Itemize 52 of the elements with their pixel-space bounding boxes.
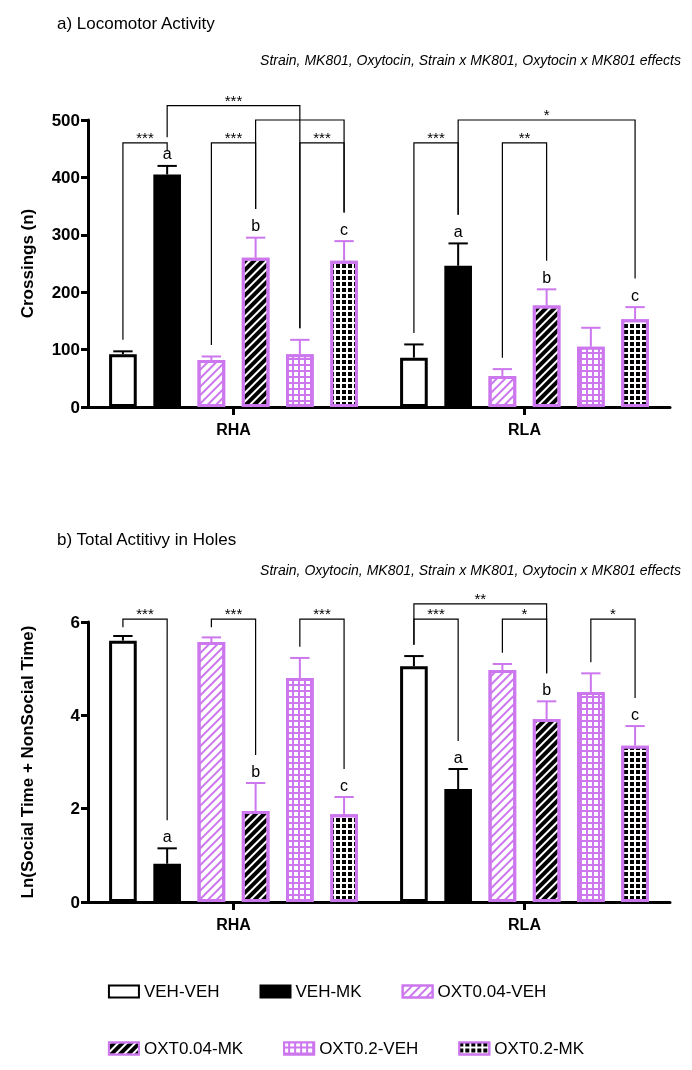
text: *** xyxy=(427,605,445,623)
text: * xyxy=(610,605,617,623)
y-tick-label: 6 xyxy=(70,612,80,632)
data-label: b xyxy=(251,217,261,235)
legend-label: OXT0.04-MK xyxy=(143,1039,244,1058)
data-label: c xyxy=(340,776,349,794)
chart-subtitle: Strain, Oxytocin, MK801, Strain x MK801, Oxytocin x MK801 effects xyxy=(260,562,681,578)
annotation: *** xyxy=(136,128,154,146)
annotation: ** xyxy=(518,128,531,146)
data-label: a xyxy=(162,827,172,845)
data-label: a xyxy=(453,748,463,766)
text: ** xyxy=(474,589,487,607)
annotation: *** xyxy=(313,128,331,146)
data-label: c xyxy=(340,220,349,238)
data-label: a xyxy=(162,145,172,163)
legend-label: VEH-MK xyxy=(295,982,363,1001)
y-tick-label: 4 xyxy=(70,705,81,725)
data-label: b xyxy=(542,680,552,698)
annotation: *** xyxy=(427,128,445,146)
data-label: b xyxy=(251,762,261,780)
y-tick-label: 300 xyxy=(51,225,80,245)
chart-subtitle: Strain, MK801, Oxytocin, Strain x MK801, Oxytocin x MK801 effects xyxy=(260,52,681,68)
x-tick-label: RHA xyxy=(216,420,252,438)
text: *** xyxy=(136,605,154,623)
y-tick-label: 500 xyxy=(51,110,80,130)
legend-label: VEH-VEH xyxy=(143,982,220,1001)
y-axis-title: Ln(Social Time + NonSocial Time) xyxy=(18,625,37,899)
x-tick-label: RLA xyxy=(508,915,542,933)
text: *** xyxy=(224,91,243,109)
x-tick-label: RHA xyxy=(216,915,252,933)
y-tick-label: 2 xyxy=(70,799,80,819)
data-label: c xyxy=(631,705,640,723)
text: *** xyxy=(313,605,331,623)
annotation: *** xyxy=(224,128,243,146)
chart-title: b) Total Actitivy in Holes xyxy=(57,530,237,549)
data-label: c xyxy=(631,286,640,304)
x-tick-label: RLA xyxy=(508,420,542,438)
text: * xyxy=(521,605,528,623)
annotation: * xyxy=(543,106,550,123)
y-axis-title: Crossings (n) xyxy=(18,208,37,319)
legend-label: OXT0.04-VEH xyxy=(437,982,547,1001)
y-tick-label: 0 xyxy=(70,892,80,912)
y-tick-label: 100 xyxy=(51,340,80,360)
y-tick-label: 400 xyxy=(51,167,80,187)
chart-title: a) Locomotor Activity xyxy=(57,14,216,33)
text: *** xyxy=(224,605,243,623)
data-label: a xyxy=(453,222,463,240)
y-tick-label: 0 xyxy=(70,397,80,417)
legend-label: OXT0.2-VEH xyxy=(319,1039,419,1058)
legend-label: OXT0.2-MK xyxy=(494,1039,585,1058)
y-tick-label: 200 xyxy=(51,282,80,302)
data-label: b xyxy=(542,268,552,286)
